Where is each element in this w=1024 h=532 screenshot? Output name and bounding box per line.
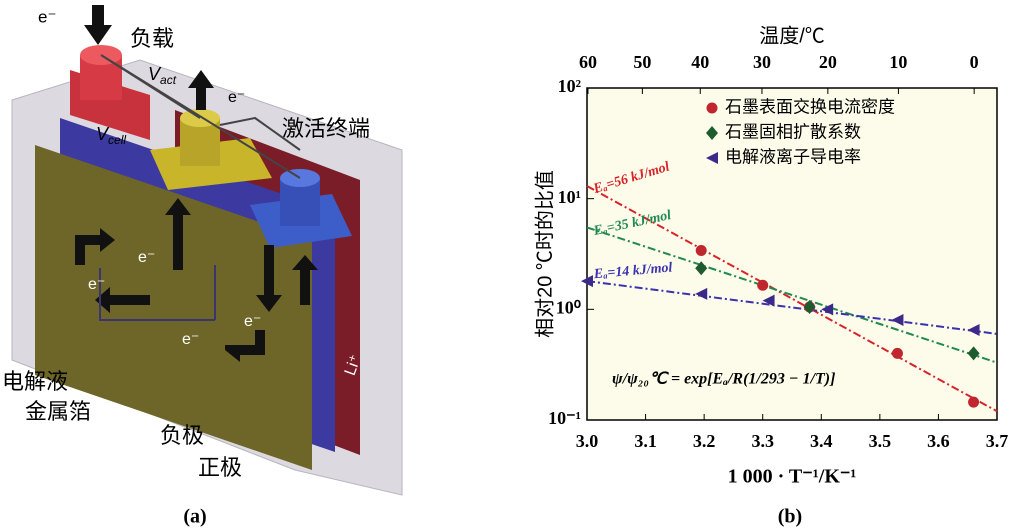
label: 正极 (198, 455, 242, 480)
fit-line (586, 226, 998, 364)
y-tick-label: 10⁰ (556, 297, 581, 317)
label: 激活终端 (282, 116, 370, 141)
x2-tick-label: 30 (753, 52, 771, 72)
y-tick-label: 10¹ (558, 187, 581, 207)
label: e⁻ (88, 276, 105, 293)
point (891, 347, 903, 359)
chart: 3.0 3.1 3.2 3.3 3.4 3.5 3.6 3.7 60 50 40 30 20 10 0 10⁻… (533, 24, 1008, 527)
legend-label: 电解液离子导电率 (725, 147, 861, 166)
x-tick-label: 3.7 (986, 431, 1009, 451)
label: 负载 (130, 26, 174, 51)
formula: ψ/ψ₂₀℃ = exp[Eₐ/R(1/293 − 1/T)] (612, 371, 835, 388)
legend-marker (706, 102, 718, 114)
point (757, 279, 769, 291)
label: e⁻ (38, 7, 56, 26)
fit-line (586, 280, 998, 335)
arrows (75, 5, 318, 362)
axes-frame (586, 87, 998, 421)
y-tick-label: 10² (558, 76, 581, 96)
foil-plate (35, 145, 312, 470)
panel-label: (a) (183, 506, 206, 528)
point (695, 245, 707, 257)
point (762, 294, 775, 307)
legend-label: 石墨表面交换电流密度 (725, 97, 895, 116)
label: 电解液 (2, 369, 68, 394)
x-tick-label: 3.0 (576, 431, 599, 451)
x2-tick-label: 40 (691, 52, 709, 72)
point (581, 275, 593, 288)
point (967, 324, 980, 337)
point (695, 287, 708, 300)
label: e⁻ (182, 331, 199, 348)
label: 负极 (160, 423, 204, 448)
x2-tick-label: 10 (889, 52, 907, 72)
x-tick-label: 3.2 (693, 431, 716, 451)
label: e⁻ (228, 89, 245, 106)
point (695, 261, 708, 276)
point (821, 303, 834, 316)
point (891, 314, 904, 327)
x-tick-label: 3.6 (927, 431, 950, 451)
point (967, 346, 980, 361)
x-tick-label: 3.3 (751, 431, 774, 451)
battery-diagram: e⁻ 负载 e⁻ 激活终端 Vact Vcell e⁻ e⁻ e⁻ e⁻ Li⁺… (2, 5, 403, 528)
label: e⁻ (244, 313, 261, 330)
y-axis-title: 相对20 ℃时的比值 (533, 170, 556, 338)
plot-area (587, 88, 997, 420)
legend-label: 石墨固相扩散系数 (725, 122, 861, 141)
wires (100, 54, 301, 179)
point (968, 396, 980, 408)
circuit-line (99, 265, 216, 321)
fit-line (586, 185, 998, 413)
label: 金属箔 (25, 399, 91, 424)
y-tick-label: 10⁻¹ (548, 408, 581, 428)
x2-tick-label: 20 (819, 52, 837, 72)
label: Vact (148, 64, 177, 87)
point (803, 299, 816, 314)
x-tick-label: 3.4 (810, 431, 833, 451)
x-tick-label: 3.1 (634, 431, 657, 451)
x-tick-label: 3.5 (869, 431, 892, 451)
label: Vcell (96, 124, 126, 147)
label: Li⁺ (342, 352, 365, 377)
x2-tick-label: 50 (633, 52, 651, 72)
panel-label: (b) (778, 506, 802, 528)
fit-label: Eₐ=14 kJ/mol (592, 260, 673, 282)
x2-tick-label: 60 (579, 52, 597, 72)
x2-tick-label: 0 (970, 52, 979, 72)
x-axis-title: 1 000 · T⁻¹/K⁻¹ (728, 466, 857, 488)
x2-axis-title: 温度/℃ (759, 24, 825, 47)
label: e⁻ (138, 249, 155, 266)
legend-marker (706, 152, 718, 164)
legend-marker (706, 126, 718, 140)
